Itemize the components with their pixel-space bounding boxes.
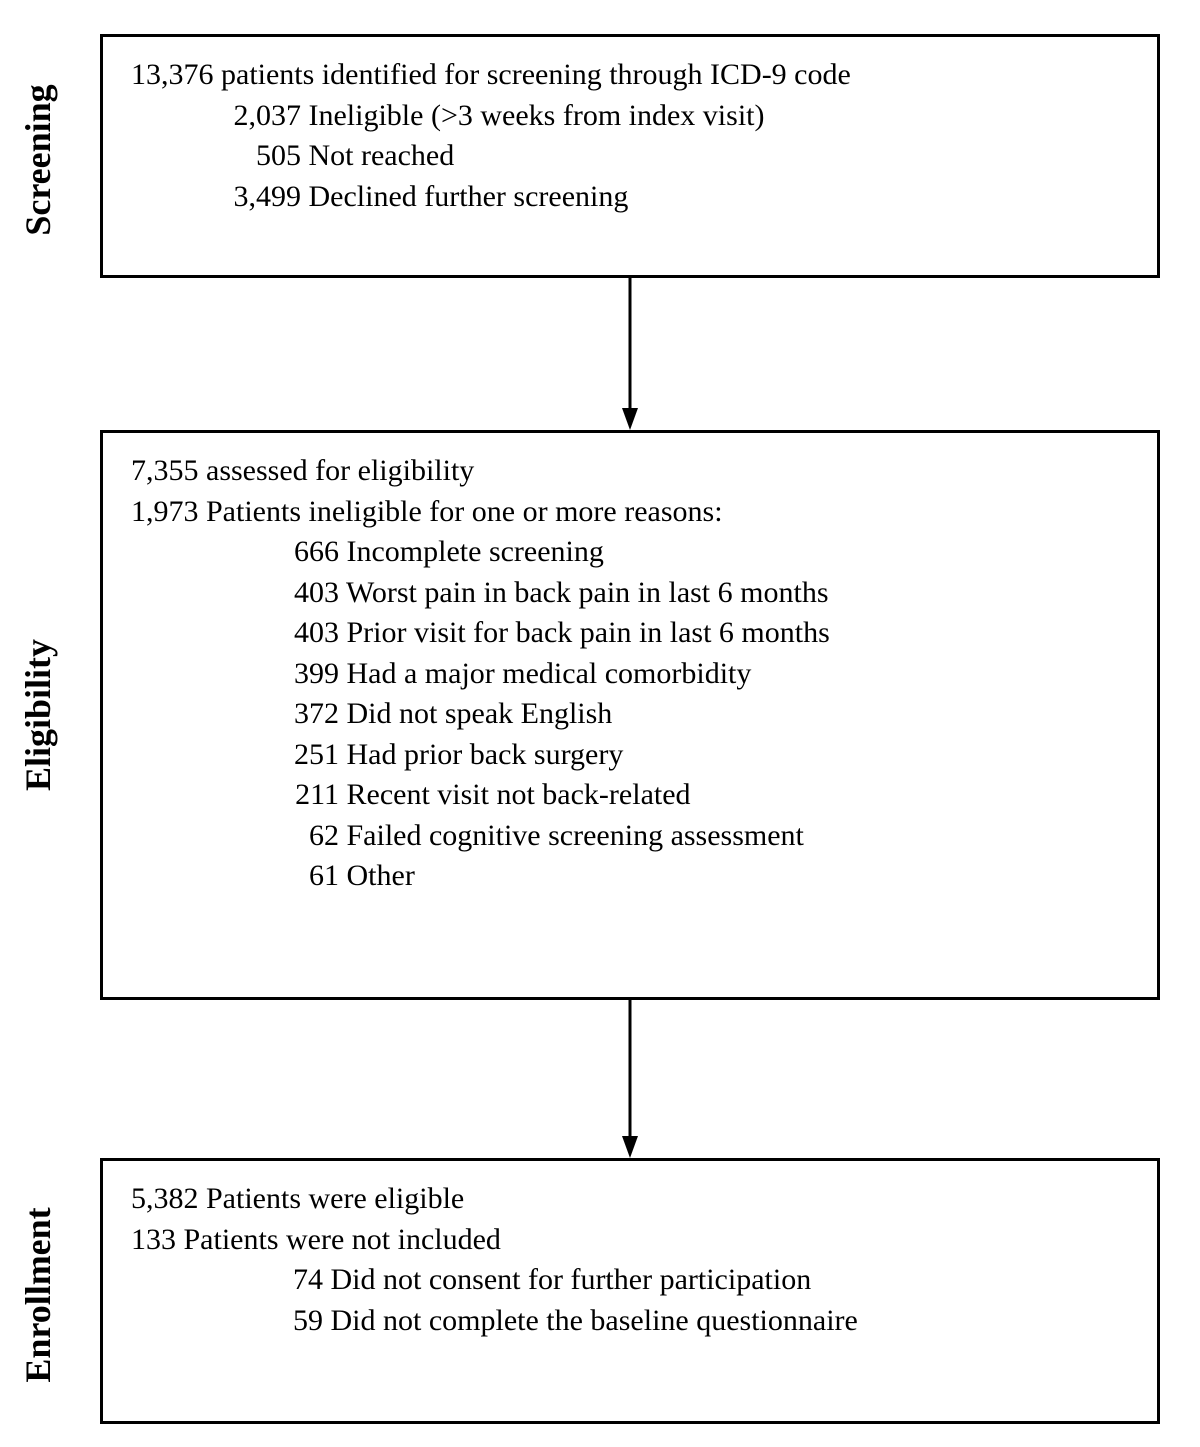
item-count: 59 bbox=[281, 1301, 323, 1342]
item-text: Did not consent for further participatio… bbox=[331, 1263, 812, 1296]
item-count: 62 bbox=[281, 816, 339, 857]
item-text: Declined further screening bbox=[309, 180, 629, 213]
arrow-eligibility-to-enrollment bbox=[610, 1000, 650, 1158]
item-count: 403 bbox=[281, 613, 339, 654]
item-text: Worst pain in back pain in last 6 months bbox=[346, 576, 829, 609]
arrow-screening-to-eligibility bbox=[610, 278, 650, 430]
item-count: 211 bbox=[281, 775, 339, 816]
item-count: 2,037 bbox=[221, 96, 301, 137]
item-text: Had prior back surgery bbox=[347, 738, 624, 771]
screening-item: 2,037 Ineligible (>3 weeks from index vi… bbox=[131, 96, 1135, 137]
item-text: Prior visit for back pain in last 6 mont… bbox=[347, 616, 830, 649]
eligibility-item: 251 Had prior back surgery bbox=[131, 735, 1135, 776]
item-text: Other bbox=[347, 859, 415, 892]
screening-lead: 13,376 patients identified for screening… bbox=[131, 55, 1135, 96]
item-text: Did not speak English bbox=[347, 697, 613, 730]
item-text: Recent visit not back-related bbox=[347, 778, 691, 811]
item-count: 399 bbox=[281, 654, 339, 695]
enrollment-item: 59 Did not complete the baseline questio… bbox=[131, 1301, 1135, 1342]
item-count: 3,499 bbox=[221, 177, 301, 218]
eligibility-item: 666 Incomplete screening bbox=[131, 532, 1135, 573]
eligibility-lead2: 1,973 Patients ineligible for one or mor… bbox=[131, 492, 1135, 533]
eligibility-item: 403 Prior visit for back pain in last 6 … bbox=[131, 613, 1135, 654]
screening-item: 3,499 Declined further screening bbox=[131, 177, 1135, 218]
eligibility-item: 399 Had a major medical comorbidity bbox=[131, 654, 1135, 695]
item-text: Not reached bbox=[309, 139, 455, 172]
enrollment-box: 5,382 Patients were eligible 133 Patient… bbox=[100, 1158, 1160, 1424]
eligibility-box: 7,355 assessed for eligibility 1,973 Pat… bbox=[100, 430, 1160, 1000]
item-count: 666 bbox=[281, 532, 339, 573]
item-text: Did not complete the baseline questionna… bbox=[331, 1304, 858, 1337]
stage-label-enrollment: Enrollment bbox=[17, 1207, 59, 1382]
enrollment-item: 74 Did not consent for further participa… bbox=[131, 1260, 1135, 1301]
item-text: Failed cognitive screening assessment bbox=[347, 819, 804, 852]
eligibility-lead1: 7,355 assessed for eligibility bbox=[131, 451, 1135, 492]
stage-label-screening: Screening bbox=[17, 84, 59, 235]
item-count: 403 bbox=[281, 573, 339, 614]
item-count: 251 bbox=[281, 735, 339, 776]
item-count: 74 bbox=[281, 1260, 323, 1301]
item-text: Incomplete screening bbox=[347, 535, 604, 568]
screening-item: 505 Not reached bbox=[131, 136, 1135, 177]
item-count: 372 bbox=[281, 694, 339, 735]
enrollment-lead1: 5,382 Patients were eligible bbox=[131, 1179, 1135, 1220]
item-text: Ineligible (>3 weeks from index visit) bbox=[309, 99, 765, 132]
stage-label-eligibility: Eligibility bbox=[17, 639, 59, 791]
item-count: 61 bbox=[281, 856, 339, 897]
eligibility-item: 61 Other bbox=[131, 856, 1135, 897]
item-text: Had a major medical comorbidity bbox=[347, 657, 752, 690]
item-count: 505 bbox=[221, 136, 301, 177]
eligibility-item: 211 Recent visit not back-related bbox=[131, 775, 1135, 816]
eligibility-item: 62 Failed cognitive screening assessment bbox=[131, 816, 1135, 857]
enrollment-lead2: 133 Patients were not included bbox=[131, 1220, 1135, 1261]
eligibility-item: 403 Worst pain in back pain in last 6 mo… bbox=[131, 573, 1135, 614]
eligibility-item: 372 Did not speak English bbox=[131, 694, 1135, 735]
screening-box: 13,376 patients identified for screening… bbox=[100, 34, 1160, 278]
